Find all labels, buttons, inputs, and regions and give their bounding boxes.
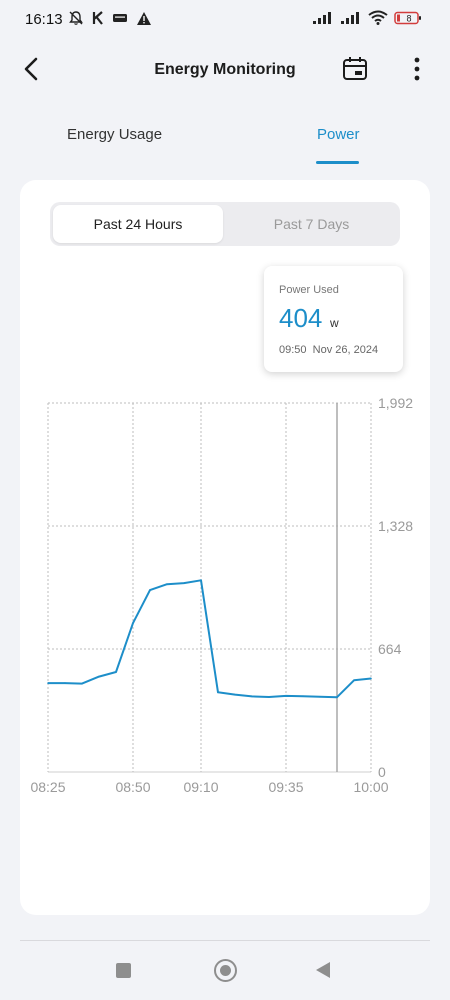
tooltip-time: 09:50 xyxy=(279,344,307,356)
home-icon-dot xyxy=(220,965,231,976)
x-tick-label: 09:10 xyxy=(183,779,218,795)
recent-apps-icon[interactable] xyxy=(116,963,131,978)
calendar-icon xyxy=(343,57,367,80)
data-point xyxy=(370,677,372,680)
battery-icon: 8 xyxy=(394,11,421,24)
tooltip-date: Nov 26, 2024 xyxy=(312,344,379,356)
tab-active-indicator xyxy=(316,161,359,164)
power-chart[interactable]: 0 664 1,328 1,992 08:25 08:50 09:10 09:35 10:00 xyxy=(0,380,450,820)
notification-badge-icon xyxy=(113,14,127,22)
data-point xyxy=(217,691,219,694)
data-point xyxy=(64,682,66,684)
page-title: Energy Monitoring xyxy=(154,61,296,78)
tooltip-label: Power Used xyxy=(279,284,339,296)
data-point xyxy=(98,675,100,678)
data-point xyxy=(251,695,253,698)
warning-icon xyxy=(137,11,151,25)
x-tick-label: 09:35 xyxy=(268,779,303,795)
range-7-days-button[interactable]: Past 7 Days xyxy=(273,216,350,232)
data-point xyxy=(132,622,134,624)
k-icon xyxy=(92,11,103,25)
x-tick-label: 08:25 xyxy=(30,779,65,795)
y-tick-label: 1,992 xyxy=(378,395,413,411)
tab-energy-usage[interactable]: Energy Usage xyxy=(67,126,163,143)
data-point xyxy=(200,579,202,582)
y-tick-label: 0 xyxy=(378,764,386,780)
battery-level: 8 xyxy=(406,13,411,23)
system-nav-bar xyxy=(0,945,450,1000)
tooltip-timestamp: 09:50 Nov 26, 2024 xyxy=(279,344,378,356)
data-point xyxy=(166,583,168,585)
status-right-icons: 8 xyxy=(312,10,422,25)
data-point xyxy=(336,696,338,698)
tooltip-unit: w xyxy=(330,316,339,330)
signal-icon xyxy=(313,11,331,24)
app-bar: Energy Monitoring xyxy=(0,48,450,92)
status-bar: 16:13 xyxy=(0,0,450,40)
bell-off-icon xyxy=(69,11,83,25)
more-vertical-icon xyxy=(414,57,420,81)
y-tick-label: 1,328 xyxy=(378,518,413,534)
range-24-hours-button[interactable]: Past 24 Hours xyxy=(53,205,223,243)
data-point xyxy=(302,695,304,698)
tab-bar: Energy Usage Power xyxy=(0,118,450,168)
data-point xyxy=(268,696,270,698)
chart-tooltip: Power Used 404 09:50 Nov 26, 2024 xyxy=(264,266,403,372)
home-icon[interactable] xyxy=(214,959,237,982)
tooltip-value: 404 xyxy=(279,303,323,333)
divider xyxy=(20,940,430,941)
data-point xyxy=(81,682,83,685)
data-point xyxy=(319,695,321,698)
tab-power[interactable]: Power xyxy=(317,126,360,143)
range-selector: Past 24 Hours Past 7 Days xyxy=(50,202,400,246)
data-point xyxy=(353,679,355,682)
chevron-left-icon xyxy=(24,57,38,81)
signal-icon xyxy=(341,11,359,24)
x-tick-label: 08:50 xyxy=(115,779,150,795)
data-point xyxy=(149,589,151,591)
power-series-line xyxy=(48,579,372,699)
back-triangle-icon[interactable] xyxy=(316,962,330,978)
data-point xyxy=(234,693,236,696)
data-point xyxy=(47,682,49,684)
wifi-icon xyxy=(368,10,388,25)
data-point xyxy=(285,695,287,697)
data-point xyxy=(183,582,185,584)
status-time: 16:13 xyxy=(25,11,63,28)
y-tick-label: 664 xyxy=(378,641,402,657)
calendar-button[interactable] xyxy=(340,54,370,84)
status-left-icons xyxy=(68,10,152,26)
data-point xyxy=(115,671,117,673)
x-tick-label: 10:00 xyxy=(353,779,388,795)
more-options-button[interactable] xyxy=(406,54,428,84)
back-button[interactable] xyxy=(18,54,48,84)
